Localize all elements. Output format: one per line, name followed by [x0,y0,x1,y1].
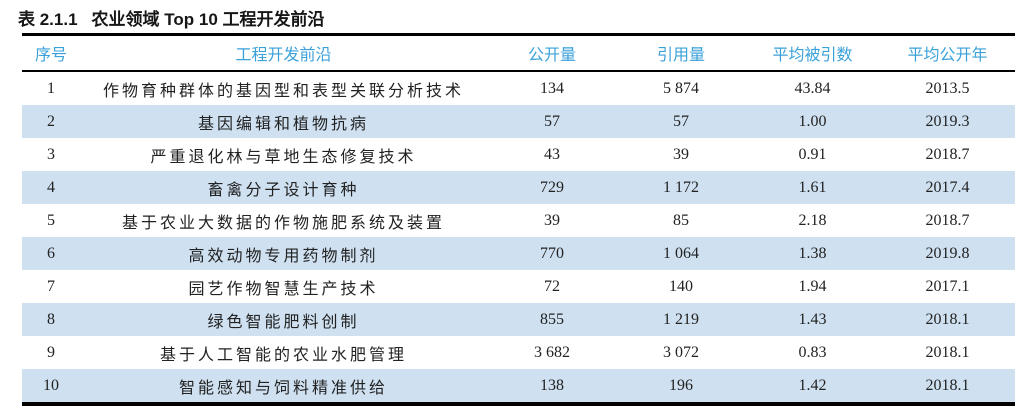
avg-year-cell: 2017.4 [925,178,970,196]
row-index-cell: 1 [47,79,55,97]
avg-year-cell: 2018.7 [925,145,970,163]
published-cell: 138 [540,376,564,394]
published-cell: 729 [540,178,564,196]
column-header-avg-year: 平均公开年 [880,34,1015,72]
avg-citations-cell: 1.61 [798,178,827,196]
avg-year-cell: 2018.1 [925,310,970,328]
table-body: 1 作物育种群体的基因型和表型关联分析技术 134 5 874 43.84 20… [22,71,1015,404]
table-header-row: 序号 工程开发前沿 公开量 引用量 平均被引数 平均公开年 [22,34,1015,72]
avg-year-cell: 2019.8 [925,244,970,262]
column-header-published: 公开量 [487,34,617,72]
frontier-name-cell: 智能感知与饲料精准供给 [178,379,388,397]
avg-year-cell: 2018.7 [925,211,970,229]
citations-cell: 3 072 [663,343,699,361]
citations-cell: 1 064 [663,244,699,262]
frontier-name-cell: 基于人工智能的农业水肥管理 [159,346,407,364]
row-index-cell: 6 [47,244,55,262]
table-row: 7 园艺作物智慧生产技术 72 140 1.94 2017.1 [22,270,1015,303]
row-index-cell: 8 [47,310,55,328]
avg-year-cell: 2018.1 [925,343,970,361]
avg-citations-cell: 1.38 [798,244,827,262]
avg-citations-cell: 43.84 [794,79,831,97]
citations-cell: 39 [673,145,689,163]
table-caption: 表 2.1.1 农业领域 Top 10 工程开发前沿 [18,5,325,30]
avg-citations-cell: 1.42 [798,376,827,394]
table-caption-number: 表 2.1.1 [18,10,78,29]
published-cell: 855 [540,310,564,328]
frontier-name-cell: 畜禽分子设计育种 [207,181,360,199]
table-row: 2 基因编辑和植物抗病 57 57 1.00 2019.3 [22,105,1015,138]
row-index-cell: 4 [47,178,55,196]
citations-cell: 1 172 [663,178,699,196]
row-index-cell: 2 [47,112,55,130]
column-header-avg-citations: 平均被引数 [745,34,880,72]
avg-citations-cell: 0.91 [798,145,827,163]
avg-year-cell: 2013.5 [925,79,970,97]
citations-cell: 85 [673,211,689,229]
table-row: 1 作物育种群体的基因型和表型关联分析技术 134 5 874 43.84 20… [22,71,1015,105]
table-row: 10 智能感知与饲料精准供给 138 196 1.42 2018.1 [22,369,1015,404]
avg-citations-cell: 1.00 [798,112,827,130]
table-caption-text: 农业领域 Top 10 工程开发前沿 [91,10,325,29]
frontier-name-cell: 园艺作物智慧生产技术 [188,280,379,298]
citations-cell: 196 [669,376,693,394]
avg-year-cell: 2019.3 [925,112,970,130]
frontier-name-cell: 作物育种群体的基因型和表型关联分析技术 [102,82,464,100]
avg-year-cell: 2018.1 [925,376,970,394]
table-row: 5 基于农业大数据的作物施肥系统及装置 39 85 2.18 2018.7 [22,204,1015,237]
frontiers-table: 序号 工程开发前沿 公开量 引用量 平均被引数 平均公开年 1 作物育种群体的基… [22,33,1015,406]
frontier-name-cell: 严重退化林与草地生态修复技术 [150,148,417,166]
frontier-name-cell: 绿色智能肥料创制 [207,313,360,331]
row-index-cell: 10 [43,376,59,394]
published-cell: 39 [544,211,560,229]
row-index-cell: 7 [47,277,55,295]
column-header-index: 序号 [22,34,80,72]
table-row: 6 高效动物专用药物制剂 770 1 064 1.38 2019.8 [22,237,1015,270]
published-cell: 43 [544,145,560,163]
table-row: 4 畜禽分子设计育种 729 1 172 1.61 2017.4 [22,171,1015,204]
published-cell: 134 [540,79,564,97]
citations-cell: 1 219 [663,310,699,328]
row-index-cell: 9 [47,343,55,361]
citations-cell: 5 874 [663,79,699,97]
frontier-name-cell: 基于农业大数据的作物施肥系统及装置 [121,214,445,232]
row-index-cell: 5 [47,211,55,229]
citations-cell: 57 [673,112,689,130]
table-row: 8 绿色智能肥料创制 855 1 219 1.43 2018.1 [22,303,1015,336]
published-cell: 770 [540,244,564,262]
table-row: 3 严重退化林与草地生态修复技术 43 39 0.91 2018.7 [22,138,1015,171]
avg-citations-cell: 1.43 [798,310,827,328]
avg-citations-cell: 1.94 [798,277,827,295]
avg-citations-cell: 0.83 [798,343,827,361]
published-cell: 3 682 [534,343,570,361]
published-cell: 57 [544,112,560,130]
column-header-name: 工程开发前沿 [80,34,487,72]
column-header-citations: 引用量 [617,34,745,72]
row-index-cell: 3 [47,145,55,163]
published-cell: 72 [544,277,560,295]
citations-cell: 140 [669,277,693,295]
frontier-name-cell: 高效动物专用药物制剂 [188,247,379,265]
avg-citations-cell: 2.18 [798,211,827,229]
table-header: 序号 工程开发前沿 公开量 引用量 平均被引数 平均公开年 [22,34,1015,72]
avg-year-cell: 2017.1 [925,277,970,295]
table-row: 9 基于人工智能的农业水肥管理 3 682 3 072 0.83 2018.1 [22,336,1015,369]
frontier-name-cell: 基因编辑和植物抗病 [197,115,369,133]
